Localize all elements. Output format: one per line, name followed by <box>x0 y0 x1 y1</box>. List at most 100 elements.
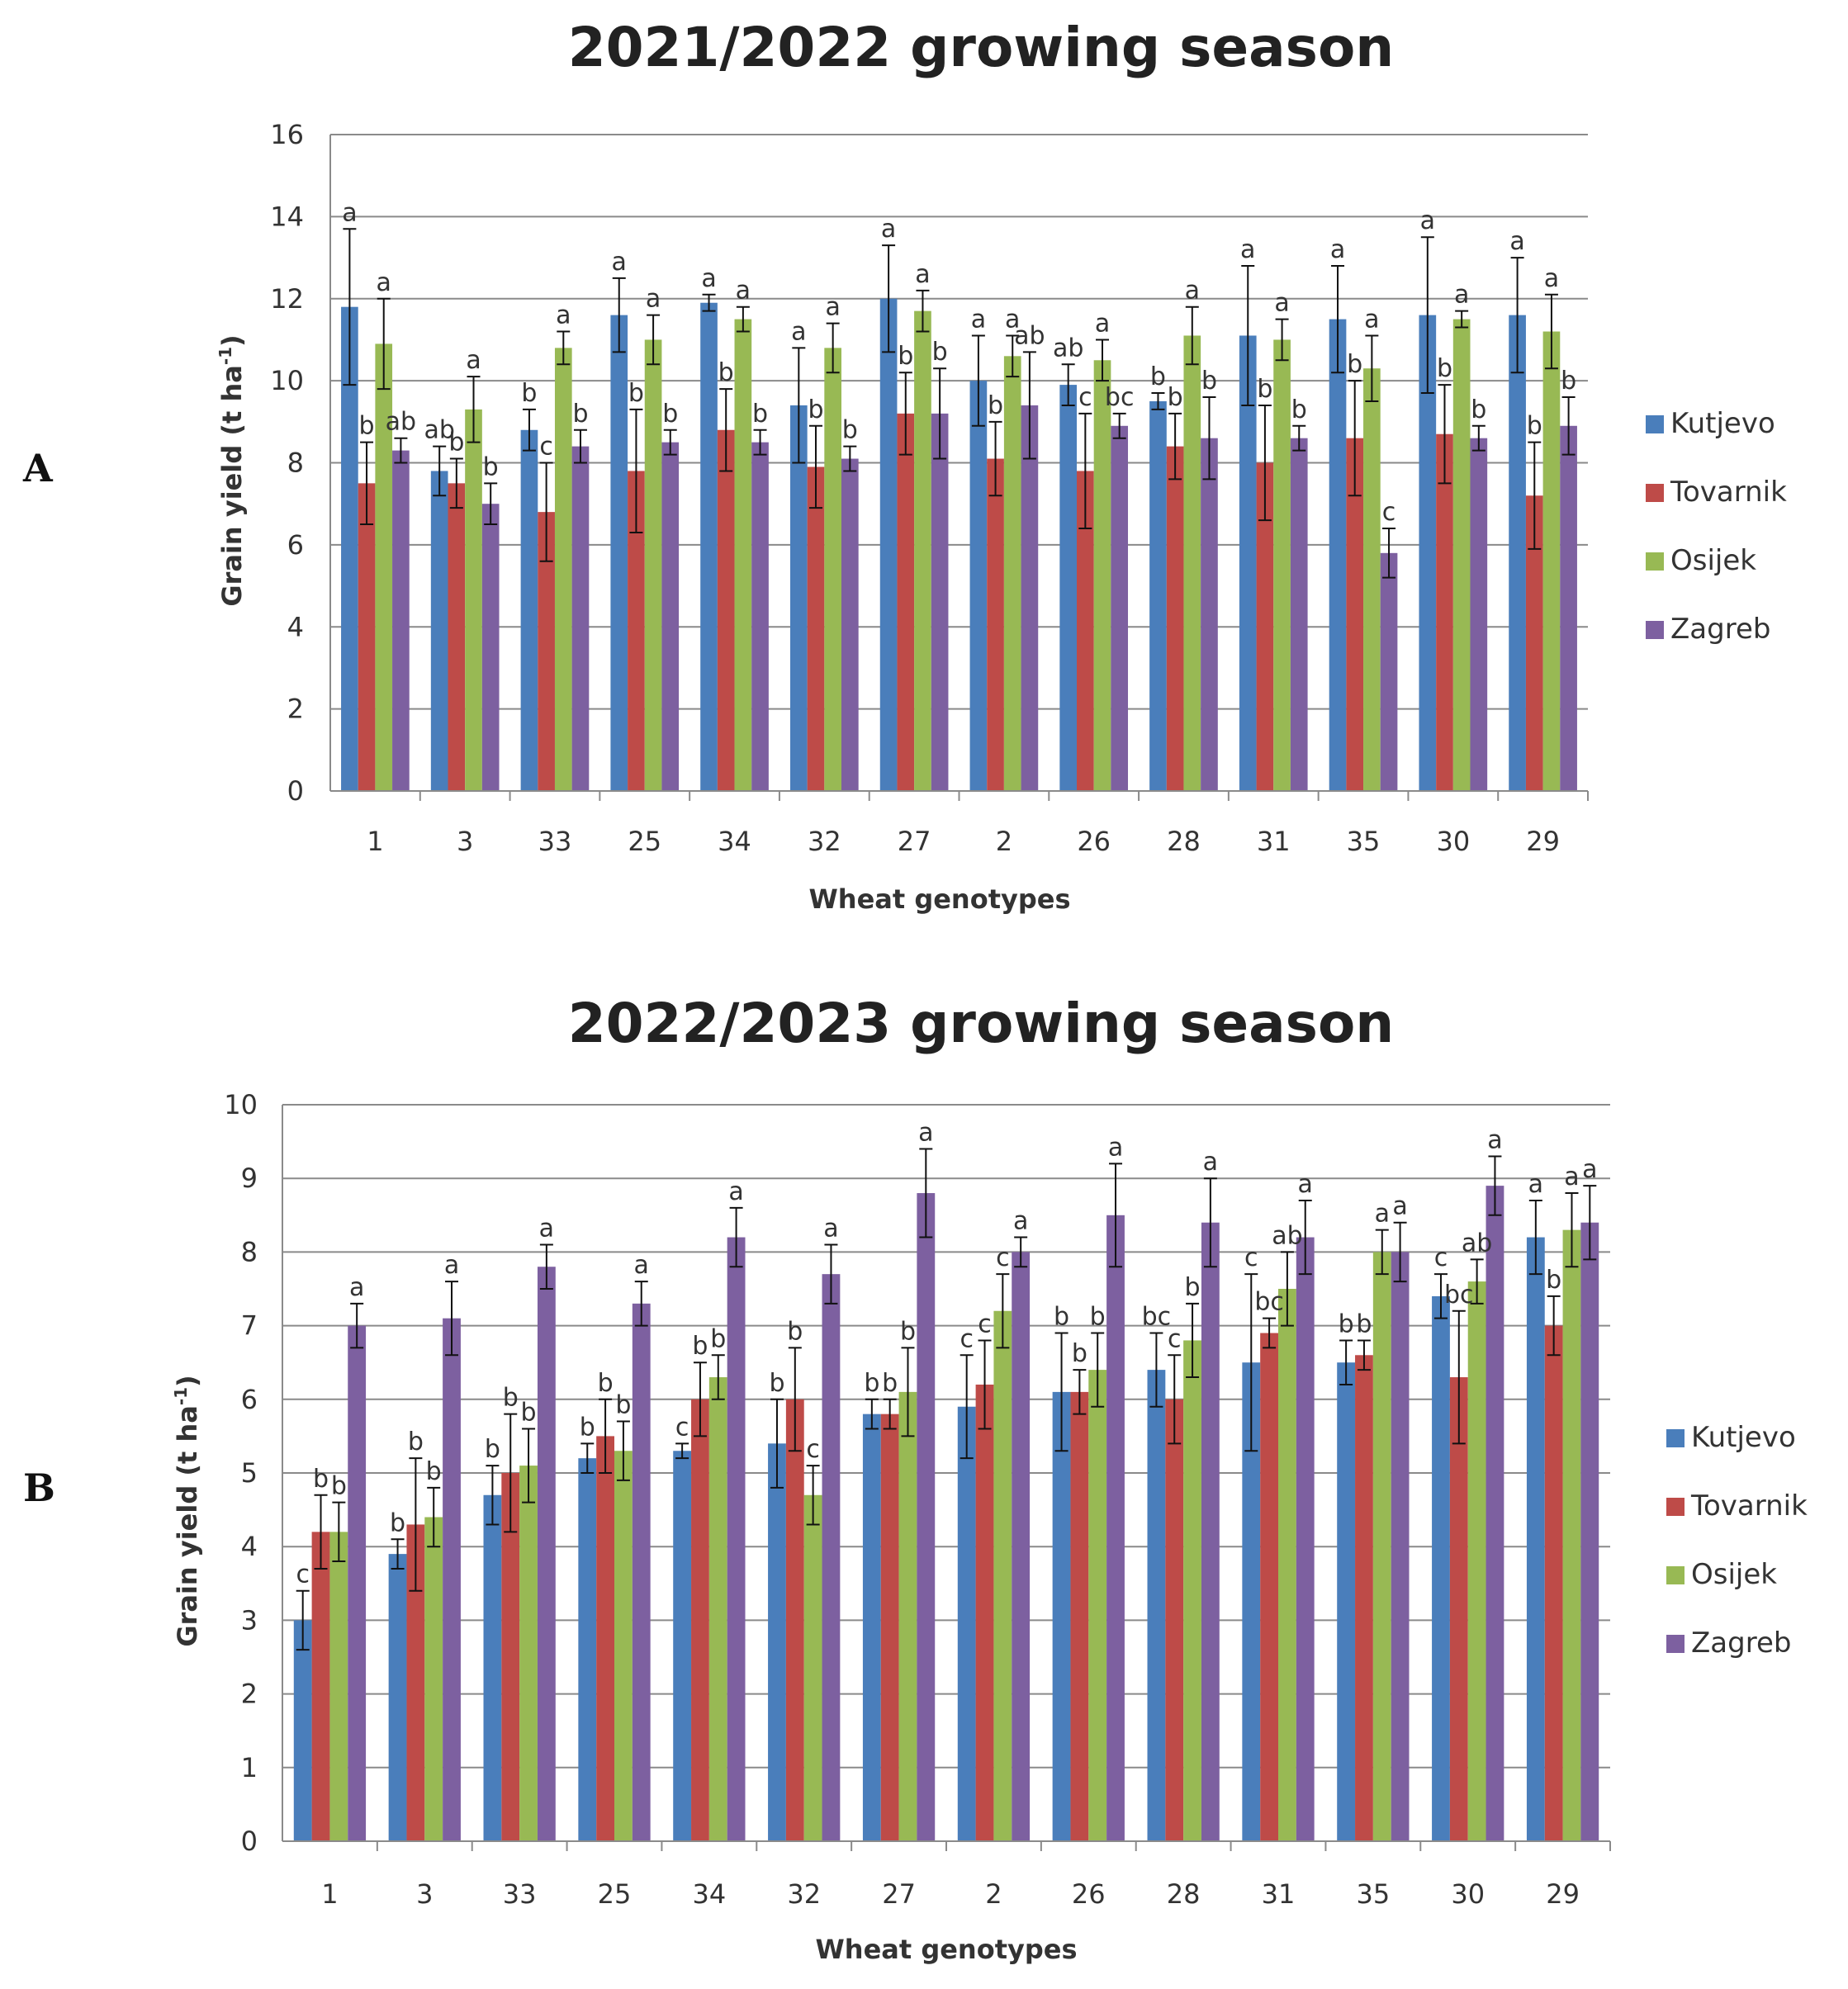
significance-label: a <box>1203 1148 1218 1177</box>
x-tick-label: 33 <box>538 826 572 857</box>
y-tick-label: 2 <box>287 694 304 725</box>
significance-label: a <box>1564 1163 1579 1191</box>
bar-zagreb-25 <box>632 1303 651 1841</box>
bar-tovarnik-32 <box>785 1399 804 1841</box>
significance-label: b <box>1291 395 1307 424</box>
x-tick-label: 2 <box>985 1878 1002 1910</box>
y-tick-label: 8 <box>241 1236 258 1267</box>
bar-kutjevo-2 <box>969 381 988 791</box>
significance-label: c <box>978 1309 992 1338</box>
bar-tovarnik-31 <box>1256 462 1274 791</box>
bar-kutjevo-26 <box>1052 1391 1071 1841</box>
significance-label: c <box>806 1435 820 1464</box>
bar-kutjevo-3 <box>430 471 448 791</box>
significance-label: a <box>1544 264 1559 293</box>
bar-zagreb-33 <box>571 446 590 791</box>
significance-label: b <box>448 429 464 457</box>
bar-tovarnik-31 <box>1260 1333 1278 1841</box>
bar-zagreb-1 <box>392 450 410 791</box>
x-tick-label: 3 <box>416 1878 433 1910</box>
x-tick-label: 1 <box>367 826 383 857</box>
significance-label: ab <box>1014 321 1045 350</box>
bar-osijek-34 <box>734 319 752 791</box>
y-tick-label: 10 <box>224 1089 258 1120</box>
bar-zagreb-28 <box>1201 1222 1220 1841</box>
bar-tovarnik-2 <box>987 458 1004 791</box>
significance-label: a <box>1509 227 1524 256</box>
bar-zagreb-30 <box>1486 1186 1504 1841</box>
bar-kutjevo-35 <box>1337 1362 1356 1841</box>
legend-swatch-kutjevo <box>1666 1429 1685 1447</box>
significance-label: c <box>675 1413 689 1442</box>
significance-label: b <box>718 358 734 387</box>
significance-label: a <box>1185 277 1200 305</box>
bar-kutjevo-25 <box>578 1458 597 1841</box>
bar-kutjevo-1 <box>341 306 358 791</box>
y-tick-label: 6 <box>287 529 304 561</box>
significance-label: c <box>996 1243 1010 1272</box>
y-axis-title: Grain yield (t ha-1) <box>216 334 248 606</box>
significance-label: a <box>736 277 751 305</box>
significance-label: c <box>296 1560 310 1589</box>
significance-label: b <box>692 1332 708 1361</box>
significance-label: a <box>612 248 627 277</box>
significance-label: b <box>787 1317 803 1346</box>
legend-label-tovarnik: Tovarnik <box>1670 476 1787 509</box>
significance-label: b <box>932 338 948 367</box>
x-tick-label: 27 <box>882 1878 916 1910</box>
x-tick-label: 25 <box>598 1878 632 1910</box>
significance-label: a <box>556 301 571 330</box>
significance-label: bc <box>1254 1288 1284 1317</box>
legend-label-osijek: Osijek <box>1670 544 1756 577</box>
bar-osijek-35 <box>1363 368 1381 791</box>
bar-osijek-27 <box>914 310 931 791</box>
bar-osijek-32 <box>803 1494 822 1841</box>
significance-label: b <box>313 1465 329 1494</box>
bar-osijek-1 <box>329 1532 348 1841</box>
significance-label: c <box>539 433 553 462</box>
y-axis-title-main: Grain yield (t ha <box>216 365 248 607</box>
bar-tovarnik-26 <box>1077 471 1094 791</box>
significance-label: a <box>1013 1207 1028 1236</box>
bar-tovarnik-25 <box>596 1436 614 1841</box>
y-tick-label: 6 <box>241 1384 258 1415</box>
bar-osijek-26 <box>1093 360 1111 791</box>
significance-label: a <box>971 305 986 334</box>
significance-label: a <box>728 1177 743 1206</box>
x-tick-label: 26 <box>1077 826 1111 857</box>
bar-kutjevo-30 <box>1419 315 1437 791</box>
bar-tovarnik-29 <box>1525 495 1543 791</box>
bar-tovarnik-1 <box>358 483 376 791</box>
panel-label-b: B <box>23 1466 55 1510</box>
x-tick-label: 34 <box>718 826 751 857</box>
significance-label: a <box>539 1214 554 1243</box>
panel-label-a: A <box>23 446 53 490</box>
bar-kutjevo-2 <box>957 1406 976 1841</box>
bar-tovarnik-35 <box>1346 438 1364 791</box>
x-tick-label: 30 <box>1436 826 1470 857</box>
significance-label: a <box>1487 1125 1502 1154</box>
chart-2022-2023: 2022/2023 growing season cb babbbabbbabbb… <box>171 992 1808 1965</box>
bar-kutjevo-26 <box>1059 385 1078 791</box>
chart-title: 2021/2022 growing season <box>568 16 1395 79</box>
x-tick-label: 31 <box>1257 826 1291 857</box>
significance-label: a <box>701 264 716 293</box>
legend-label-kutjevo: Kutjevo <box>1691 1421 1796 1454</box>
significance-label: a <box>1392 1192 1407 1221</box>
bar-zagreb-33 <box>537 1267 556 1841</box>
significance-label: b <box>426 1457 442 1486</box>
bar-zagreb-25 <box>661 442 680 791</box>
significance-label: a <box>918 1119 933 1148</box>
significance-label: c <box>1382 498 1396 527</box>
x-tick-label: 2 <box>996 826 1012 857</box>
bar-osijek-31 <box>1278 1289 1296 1841</box>
legend-label-zagreb: Zagreb <box>1670 613 1770 646</box>
bar-kutjevo-31 <box>1242 1362 1261 1841</box>
bar-osijek-33 <box>554 348 572 791</box>
bar-zagreb-32 <box>841 458 859 791</box>
significance-label: b <box>752 400 768 429</box>
y-tick-label: 8 <box>287 448 304 479</box>
significance-label: a <box>1108 1133 1123 1162</box>
bar-osijek-3 <box>465 409 482 791</box>
bar-kutjevo-29 <box>1509 315 1526 791</box>
